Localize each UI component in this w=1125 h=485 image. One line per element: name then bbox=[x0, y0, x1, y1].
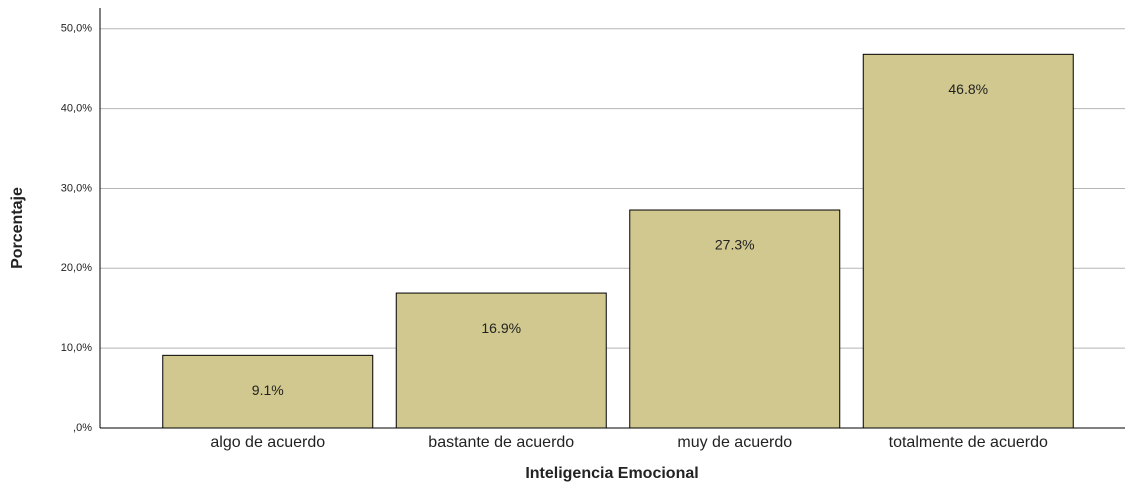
data-label: 16.9% bbox=[481, 320, 521, 336]
y-tick-label: 20,0% bbox=[61, 262, 92, 274]
y-axis-title: Porcentaje bbox=[9, 187, 26, 269]
y-tick-label: 30,0% bbox=[61, 182, 92, 194]
bar bbox=[395, 292, 607, 429]
y-tick-label: ,0% bbox=[73, 422, 92, 434]
x-tick-label: muy de acuerdo bbox=[677, 434, 792, 451]
bar bbox=[862, 53, 1074, 429]
x-tick-label: bastante de acuerdo bbox=[428, 434, 574, 451]
x-axis-title: Inteligencia Emocional bbox=[525, 465, 698, 482]
data-label: 46.8% bbox=[948, 81, 988, 97]
data-label: 9.1% bbox=[252, 382, 284, 398]
bar bbox=[629, 209, 841, 429]
y-tick-label: 50,0% bbox=[61, 23, 92, 35]
x-tick-label: algo de acuerdo bbox=[210, 434, 325, 451]
x-tick-label: totalmente de acuerdo bbox=[889, 434, 1048, 451]
y-tick-label: 10,0% bbox=[61, 342, 92, 354]
data-label: 27.3% bbox=[715, 237, 755, 253]
y-tick-label: 40,0% bbox=[61, 103, 92, 115]
